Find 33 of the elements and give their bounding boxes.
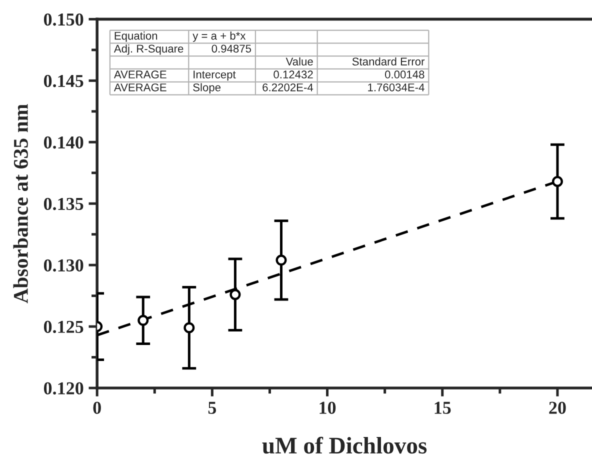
y-tick-label: 0.140 [44, 136, 84, 149]
annotation: Equation [114, 32, 158, 42]
y-tick-label: 0.125 [44, 320, 84, 334]
annotation: Intercept [194, 70, 236, 81]
y-tick-label: 0.135 [44, 198, 84, 210]
annotation: AVERAGE [114, 70, 166, 78]
y-tick-label: 0.145 [44, 74, 84, 88]
point [138, 314, 149, 326]
annotation: AVERAGE [114, 83, 166, 92]
annotation: Standard Error [352, 57, 425, 66]
annotation: Slope [193, 83, 221, 94]
x-tick-label: 10 [320, 402, 336, 414]
y-tick-label: 0.150 [44, 13, 84, 26]
x-axis-title: uM of Dichlovos [262, 436, 427, 454]
annotation: 0.00148 [384, 70, 424, 78]
annotation: Value [286, 57, 313, 66]
annotation: y = a + b*x [192, 32, 246, 42]
annotation: 0.94875 [212, 44, 252, 53]
y-axis-title: Absorbance at 635 nm [13, 104, 28, 304]
point [230, 289, 241, 300]
x-tick-label: 0 [93, 402, 101, 414]
point [276, 254, 287, 266]
annotation: Adj. R-Square [114, 44, 184, 55]
annotation: 1.76034E-4 [368, 83, 424, 92]
x-tick-label: 15 [434, 402, 451, 414]
x-tick-label: 5 [208, 402, 216, 414]
point [552, 176, 563, 187]
point [184, 322, 195, 334]
y-tick-label: 0.130 [44, 259, 84, 272]
y-tick-label: 0.120 [44, 382, 84, 395]
annotation: 0.12432 [274, 70, 313, 78]
x-tick-label: 20 [549, 402, 566, 414]
annotation: 6.2202E-4 [262, 83, 314, 92]
